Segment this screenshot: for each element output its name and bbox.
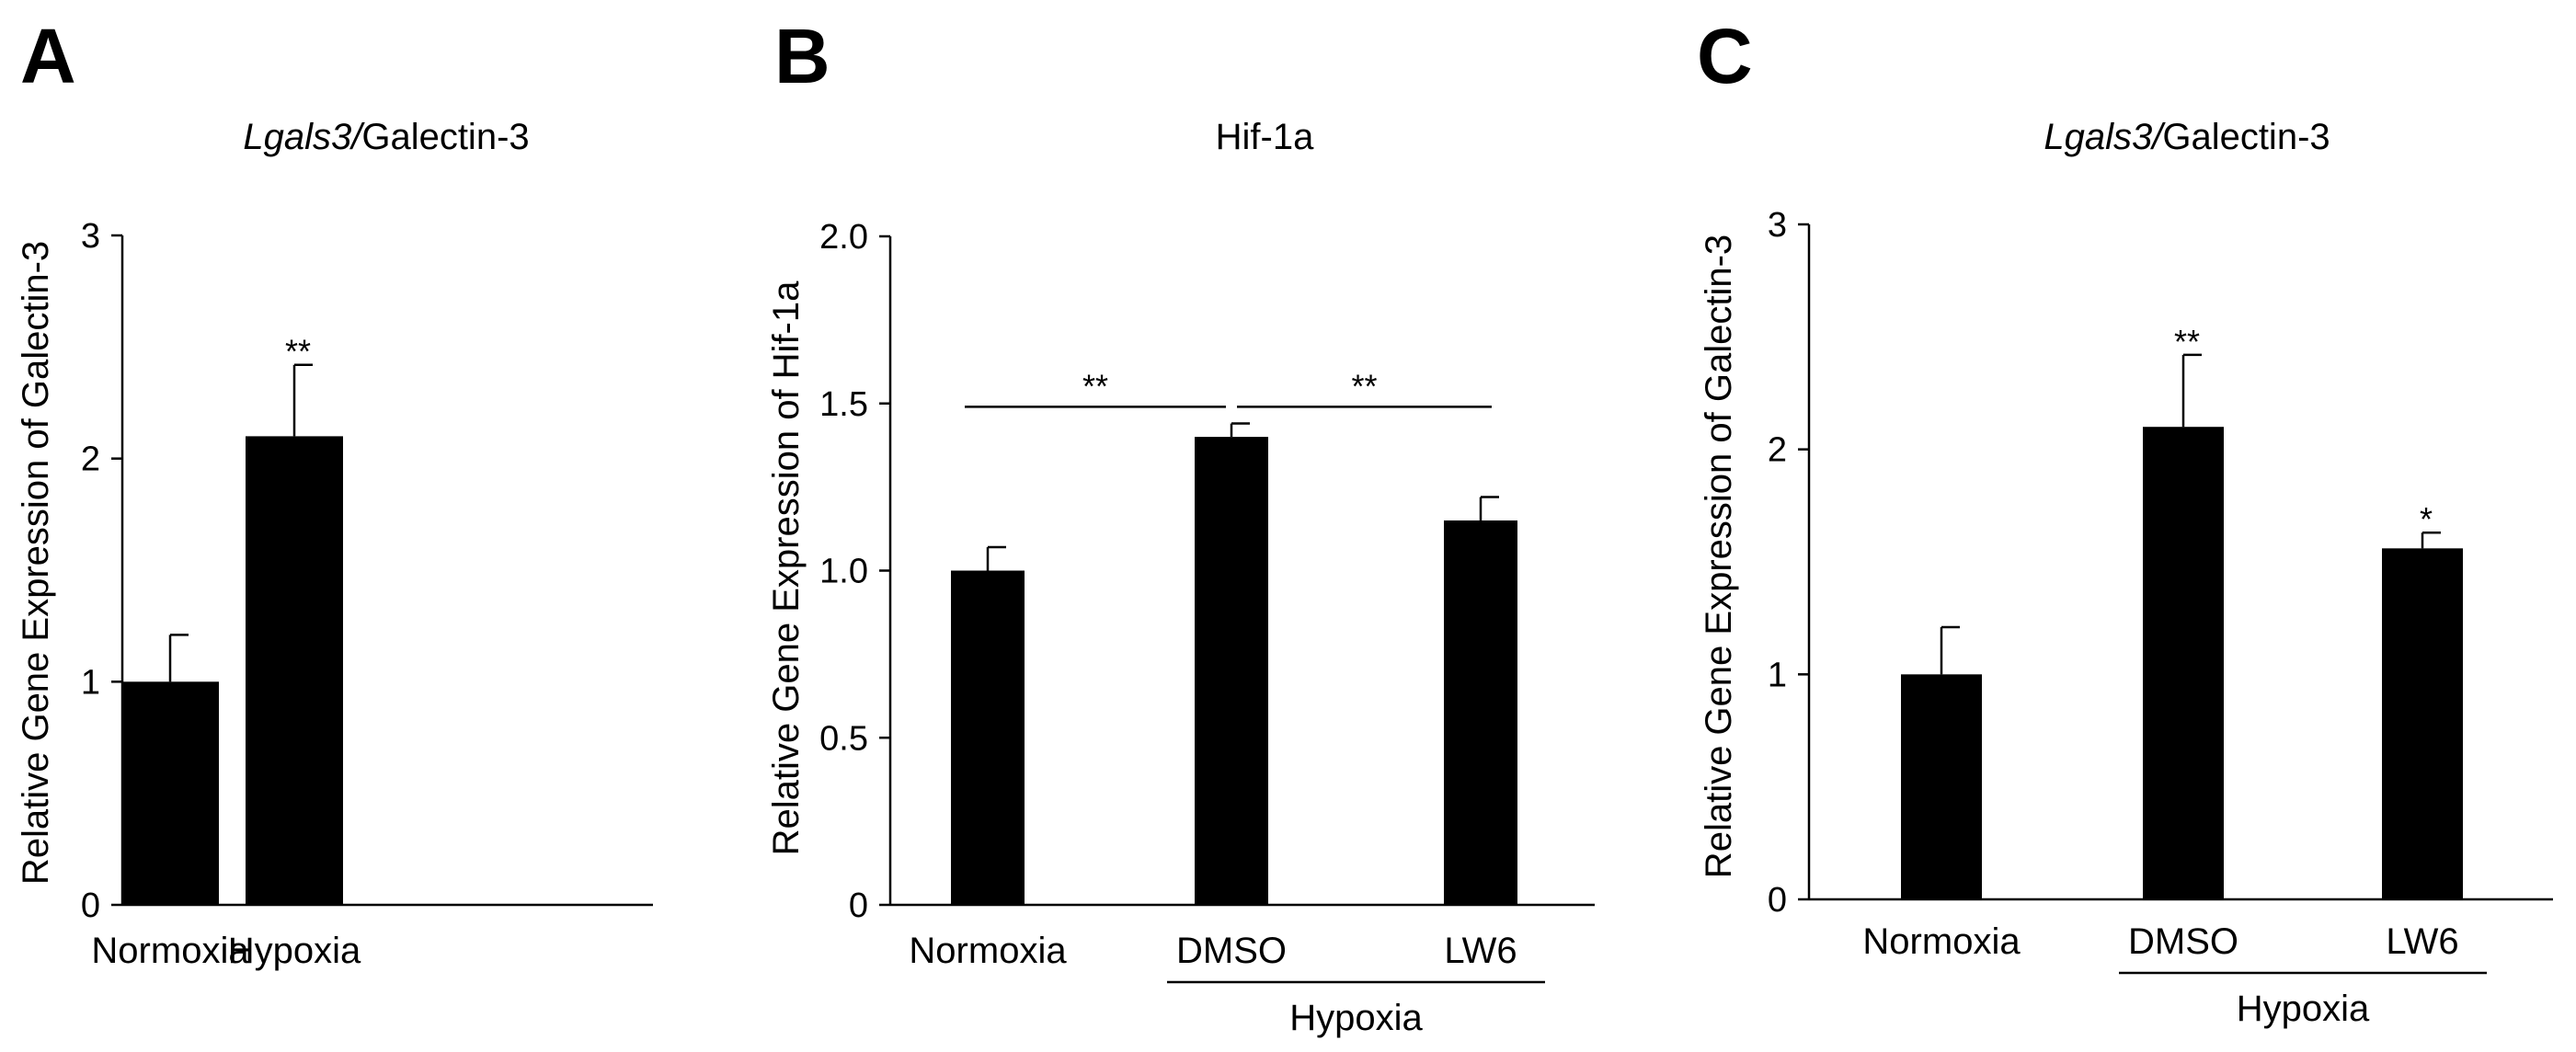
category-label: Normoxia: [91, 931, 249, 971]
panel-letter-b: B: [774, 13, 830, 99]
categories-c: Normoxia DMSO LW6: [1862, 921, 2458, 962]
significance-marker: **: [285, 333, 311, 371]
category-label: DMSO: [2128, 921, 2238, 962]
chart-title-b: Hif-1a: [1216, 117, 1314, 157]
y-tick-label: 1: [1768, 656, 1787, 694]
y-tick-label: 2: [81, 440, 100, 479]
significance-marker: **: [1351, 367, 1377, 405]
y-tick-label: 3: [81, 217, 100, 256]
title-plain-part: Hif-1a: [1216, 117, 1314, 157]
category-label: DMSO: [1176, 931, 1287, 971]
y-tick-label: 1: [81, 663, 100, 702]
y-axis-label-a: Relative Gene Expression of Galectin-3: [16, 241, 56, 885]
group-label: Hypoxia: [1289, 998, 1423, 1038]
bar-normoxia: [121, 681, 219, 905]
bar-dmso: [2143, 427, 2224, 899]
panel-b: B Hif-1a Relative Gene Expression of Hif…: [766, 13, 1595, 1038]
panel-letter-a: A: [20, 13, 76, 99]
panel-a: A Lgals3/Galectin-3 Relative Gene Expres…: [16, 13, 653, 971]
bar-dmso: [1195, 437, 1268, 905]
y-tick-label: 3: [1768, 206, 1787, 245]
group-label: Hypoxia: [2237, 989, 2370, 1029]
y-tick-label: 0.5: [819, 719, 868, 758]
category-label: Hypoxia: [228, 931, 361, 971]
bar-normoxia: [1901, 674, 1982, 899]
category-label: LW6: [1444, 931, 1517, 971]
bar-lw6: [1444, 520, 1517, 905]
y-tick-label: 2.0: [819, 218, 868, 257]
y-tick-label: 1.5: [819, 385, 868, 424]
title-plain-part: Galectin-3: [2162, 117, 2330, 157]
category-label: Normoxia: [909, 931, 1067, 971]
bars-c: [1901, 353, 2463, 899]
chart-title-c: Lgals3/Galectin-3: [2044, 117, 2330, 157]
significance-marker: **: [1082, 367, 1108, 405]
y-axis-label-b: Relative Gene Expression of Hif-1a: [766, 280, 807, 856]
annotations-c: ***Hypoxia: [2119, 323, 2487, 1029]
panel-letter-c: C: [1697, 13, 1753, 99]
title-italic-part: Lgals3/: [243, 117, 365, 157]
y-ticks-a: 0 1 2 3: [81, 217, 122, 925]
bars-a: [121, 363, 343, 905]
panel-c: C Lgals3/Galectin-3 Relative Gene Expres…: [1697, 13, 2553, 1029]
bar-hypoxia: [246, 436, 343, 905]
annotations-b: ** ** Hypoxia: [965, 367, 1545, 1038]
bar-lw6: [2382, 548, 2463, 899]
bars-b: [951, 422, 1517, 905]
title-italic-part: Lgals3/: [2044, 117, 2166, 157]
y-ticks-b: 0 0.5 1.0 1.5 2.0: [819, 218, 890, 925]
y-tick-label: 0: [849, 886, 868, 925]
significance-marker: **: [2174, 323, 2200, 360]
category-label: Normoxia: [1862, 921, 2021, 962]
bar-normoxia: [951, 570, 1025, 905]
y-axis-label-c: Relative Gene Expression of Galectin-3: [1699, 234, 1739, 878]
significance-marker: *: [2420, 500, 2433, 538]
y-tick-label: 0: [1768, 881, 1787, 920]
annotations-a: **: [285, 333, 311, 371]
y-ticks-c: 0 1 2 3: [1768, 206, 1809, 920]
category-label: LW6: [2386, 921, 2458, 962]
categories-b: Normoxia DMSO LW6: [909, 931, 1517, 971]
y-tick-label: 2: [1768, 431, 1787, 470]
y-tick-label: 1.0: [819, 553, 868, 591]
chart-title-a: Lgals3/Galectin-3: [243, 117, 529, 157]
y-tick-label: 0: [81, 886, 100, 925]
title-plain-part: Galectin-3: [361, 117, 529, 157]
